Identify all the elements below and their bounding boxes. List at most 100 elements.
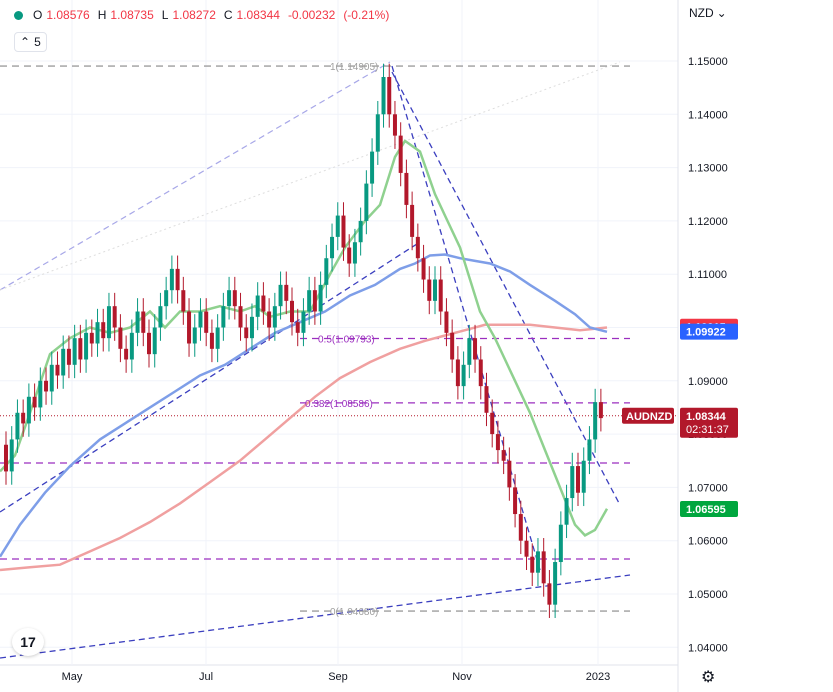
symbol-tag: AUDNZD	[626, 411, 672, 423]
candle-body	[541, 551, 546, 584]
candle-body	[438, 279, 443, 312]
x-tick-label: Sep	[328, 671, 348, 683]
candle-body	[455, 359, 460, 387]
low-value: 1.08272	[172, 8, 216, 22]
candle-body	[290, 300, 294, 323]
candle-body	[404, 172, 409, 205]
candle-body	[72, 338, 77, 365]
candle-body	[410, 204, 415, 237]
candle-body	[518, 514, 523, 541]
y-tick-label: 1.09000	[688, 376, 728, 388]
candle-body	[78, 338, 83, 360]
candle-body	[95, 322, 100, 344]
y-tick-label: 1.14000	[688, 109, 728, 121]
candle-body	[164, 290, 169, 307]
price-label-bg	[680, 500, 738, 517]
open-label: O	[33, 8, 43, 22]
candle-body	[232, 290, 237, 307]
sma-slow-line	[0, 323, 608, 572]
candle-body	[278, 284, 283, 307]
candle-body	[106, 306, 111, 339]
candle-body	[593, 402, 598, 440]
candle-body	[89, 332, 94, 344]
channel-outer-line	[0, 61, 621, 291]
candle-body	[495, 434, 500, 451]
candle-body	[530, 556, 535, 573]
candle-body	[261, 295, 266, 312]
candle-body	[547, 583, 552, 605]
candle-body	[209, 332, 214, 349]
candle-body	[55, 364, 60, 376]
candle-body	[21, 412, 26, 424]
candle-body	[124, 348, 129, 360]
candle-body	[175, 268, 180, 291]
settings-gear-icon[interactable]: ⚙	[701, 669, 716, 686]
x-tick-label: Jul	[199, 671, 213, 683]
close-value: 1.08344	[236, 8, 280, 22]
x-tick-label: 2023	[586, 671, 610, 683]
candle-body	[501, 450, 506, 461]
candle-body	[553, 562, 558, 605]
candle-body	[587, 439, 592, 461]
x-tick-label: Nov	[452, 671, 472, 683]
candle-body	[227, 290, 232, 307]
candle-body	[187, 311, 192, 344]
candle-body	[352, 242, 357, 264]
candle-body	[152, 327, 157, 355]
fib-level-label: 1(1.14905)	[330, 62, 378, 73]
candle-body	[284, 284, 289, 301]
candle-body	[244, 327, 249, 339]
candle-body	[490, 412, 495, 435]
candle-body	[221, 306, 226, 328]
candle-body	[249, 316, 254, 339]
candle-body	[66, 348, 71, 365]
lower-trendline	[0, 574, 631, 659]
candle-body	[101, 322, 106, 339]
candle-body	[524, 540, 529, 557]
change-percent: (-0.21%)	[343, 8, 390, 22]
candle-body	[32, 396, 37, 408]
candle-body	[513, 487, 518, 515]
candle-body	[215, 327, 220, 349]
y-tick-label: 1.15000	[688, 56, 728, 68]
candle-body	[318, 284, 323, 312]
candle-body	[312, 290, 317, 312]
price-label: 1.06595	[686, 504, 726, 516]
candle-body	[598, 402, 603, 419]
candle-body	[358, 220, 363, 243]
y-tick-label: 1.05000	[688, 589, 728, 601]
candle-body	[272, 306, 277, 328]
candle-body	[421, 258, 426, 280]
candle-body	[198, 311, 203, 328]
currency-selector[interactable]: NZD ⌄	[689, 6, 727, 20]
tradingview-logo-icon[interactable]: 17	[12, 628, 44, 656]
candle-body	[461, 364, 466, 387]
candle-body	[135, 311, 140, 333]
candle-body	[181, 290, 186, 312]
candle-body	[84, 332, 89, 360]
interval-selector[interactable]: ⌃ 5	[14, 32, 47, 52]
candle-body	[295, 322, 300, 333]
candle-body	[347, 247, 352, 264]
candle-body	[444, 311, 449, 333]
price-label-bg	[680, 323, 738, 340]
candle-body	[9, 439, 14, 472]
channel-upper-line	[0, 61, 391, 291]
candle-body	[484, 386, 489, 413]
candle-body	[433, 279, 437, 301]
fib-level-label: 0.382(1.08586)	[305, 399, 373, 410]
candle-body	[255, 295, 260, 317]
price-label: 1.08344	[686, 411, 727, 423]
candle-body	[158, 306, 163, 328]
candle-body	[564, 498, 569, 525]
candle-body	[415, 236, 420, 259]
open-value: 1.08576	[46, 8, 90, 22]
candle-body	[558, 524, 563, 563]
candle-body	[49, 364, 54, 392]
candle-body	[387, 76, 392, 115]
candle-body	[570, 466, 575, 499]
candle-body	[38, 380, 43, 408]
candle-body	[381, 76, 386, 115]
